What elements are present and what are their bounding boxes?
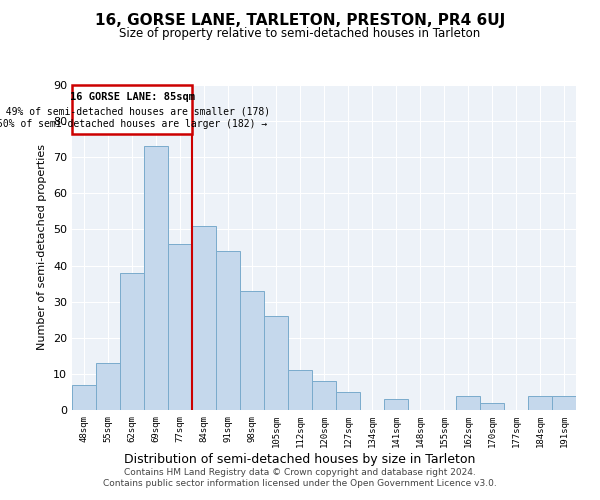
Bar	[72, 85, 192, 134]
Text: ← 49% of semi-detached houses are smaller (178): ← 49% of semi-detached houses are smalle…	[0, 106, 270, 117]
Bar	[168, 244, 192, 410]
Bar	[480, 403, 504, 410]
Bar	[264, 316, 288, 410]
Bar	[120, 273, 144, 410]
Y-axis label: Number of semi-detached properties: Number of semi-detached properties	[37, 144, 47, 350]
Bar	[192, 226, 216, 410]
Text: 16, GORSE LANE, TARLETON, PRESTON, PR4 6UJ: 16, GORSE LANE, TARLETON, PRESTON, PR4 6…	[95, 12, 505, 28]
Bar	[336, 392, 360, 410]
Text: 16 GORSE LANE: 85sqm: 16 GORSE LANE: 85sqm	[70, 92, 194, 102]
Text: Contains HM Land Registry data © Crown copyright and database right 2024.
Contai: Contains HM Land Registry data © Crown c…	[103, 468, 497, 487]
Bar	[312, 381, 336, 410]
Bar	[384, 399, 408, 410]
Text: Distribution of semi-detached houses by size in Tarleton: Distribution of semi-detached houses by …	[124, 454, 476, 466]
Text: Size of property relative to semi-detached houses in Tarleton: Size of property relative to semi-detach…	[119, 28, 481, 40]
Bar	[288, 370, 312, 410]
Bar	[240, 291, 264, 410]
Bar	[456, 396, 480, 410]
Bar	[216, 251, 240, 410]
Text: 50% of semi-detached houses are larger (182) →: 50% of semi-detached houses are larger (…	[0, 120, 267, 130]
Bar	[552, 396, 576, 410]
Bar	[72, 384, 96, 410]
Bar	[144, 146, 168, 410]
Bar	[96, 363, 120, 410]
Bar	[528, 396, 552, 410]
